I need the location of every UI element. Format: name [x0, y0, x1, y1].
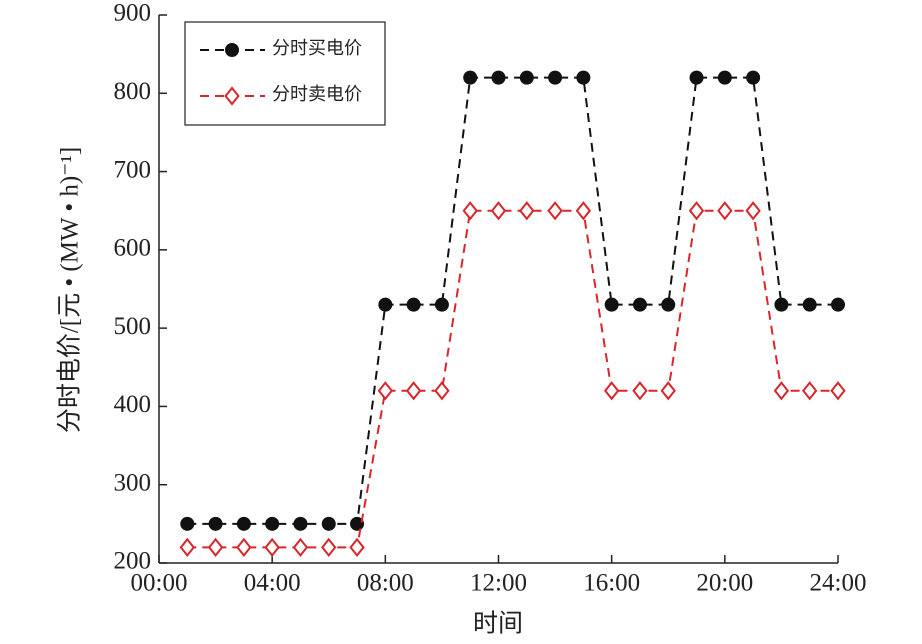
- point: [802, 297, 817, 312]
- point: [661, 297, 676, 312]
- y-tick-label: 900: [114, 0, 152, 27]
- point: [434, 297, 449, 312]
- point: [604, 297, 619, 312]
- point: [405, 381, 422, 401]
- point: [321, 516, 336, 531]
- point: [660, 381, 676, 401]
- point: [689, 70, 704, 85]
- point: [378, 297, 393, 312]
- point: [490, 201, 507, 221]
- series-line: [187, 209, 838, 549]
- point: [717, 70, 732, 85]
- x-tick-label: 00:00: [131, 570, 188, 597]
- point: [717, 201, 733, 221]
- x-axis-label: 时间: [473, 610, 523, 638]
- point: [180, 516, 195, 531]
- point: [179, 537, 195, 557]
- point: [773, 381, 790, 401]
- point: [603, 381, 620, 401]
- legend-label: 分时买电价: [272, 38, 362, 58]
- y-tick-label: 800: [114, 78, 152, 105]
- x-tick-label: 12:00: [470, 570, 527, 597]
- point: [575, 201, 592, 221]
- point: [745, 201, 761, 221]
- x-tick-label: 08:00: [357, 570, 414, 597]
- y-tick-label: 300: [114, 469, 152, 496]
- point: [349, 537, 365, 557]
- legend-marker: [224, 86, 240, 106]
- point: [576, 70, 591, 85]
- point: [321, 537, 337, 557]
- x-tick-label: 20:00: [696, 570, 753, 597]
- point: [264, 537, 280, 557]
- point: [207, 537, 224, 557]
- legend-label: 分时卖电价: [272, 84, 362, 104]
- series-line: [187, 76, 838, 525]
- y-tick-label: 600: [114, 235, 152, 262]
- point: [688, 201, 705, 221]
- point: [746, 70, 761, 85]
- point: [519, 201, 535, 221]
- point: [632, 381, 648, 401]
- y-axis-label: 分时电价/[元 • (MW • h)⁻¹]: [56, 147, 84, 433]
- point: [434, 381, 450, 401]
- point: [830, 381, 846, 401]
- legend-marker: [225, 43, 239, 57]
- point: [519, 70, 534, 85]
- point: [462, 201, 478, 221]
- point: [547, 201, 563, 221]
- y-tick-label: 700: [114, 156, 152, 183]
- point: [406, 297, 421, 312]
- legend-box: [184, 21, 386, 126]
- point: [265, 516, 280, 531]
- point: [292, 537, 309, 557]
- point: [831, 297, 845, 312]
- y-tick-label: 200: [114, 548, 152, 575]
- point: [463, 70, 478, 85]
- x-tick-label: 16:00: [583, 570, 640, 597]
- point: [632, 297, 647, 312]
- x-tick-label: 24:00: [810, 570, 867, 597]
- point: [293, 516, 308, 531]
- point: [208, 516, 223, 531]
- y-tick-label: 500: [114, 313, 152, 340]
- point: [491, 70, 506, 85]
- point: [548, 70, 563, 85]
- point: [350, 516, 365, 531]
- point: [377, 381, 394, 401]
- point: [236, 516, 251, 531]
- point: [774, 297, 789, 312]
- point: [236, 537, 252, 557]
- x-tick-label: 04:00: [244, 570, 301, 597]
- y-tick-label: 400: [114, 391, 152, 418]
- point: [802, 381, 818, 401]
